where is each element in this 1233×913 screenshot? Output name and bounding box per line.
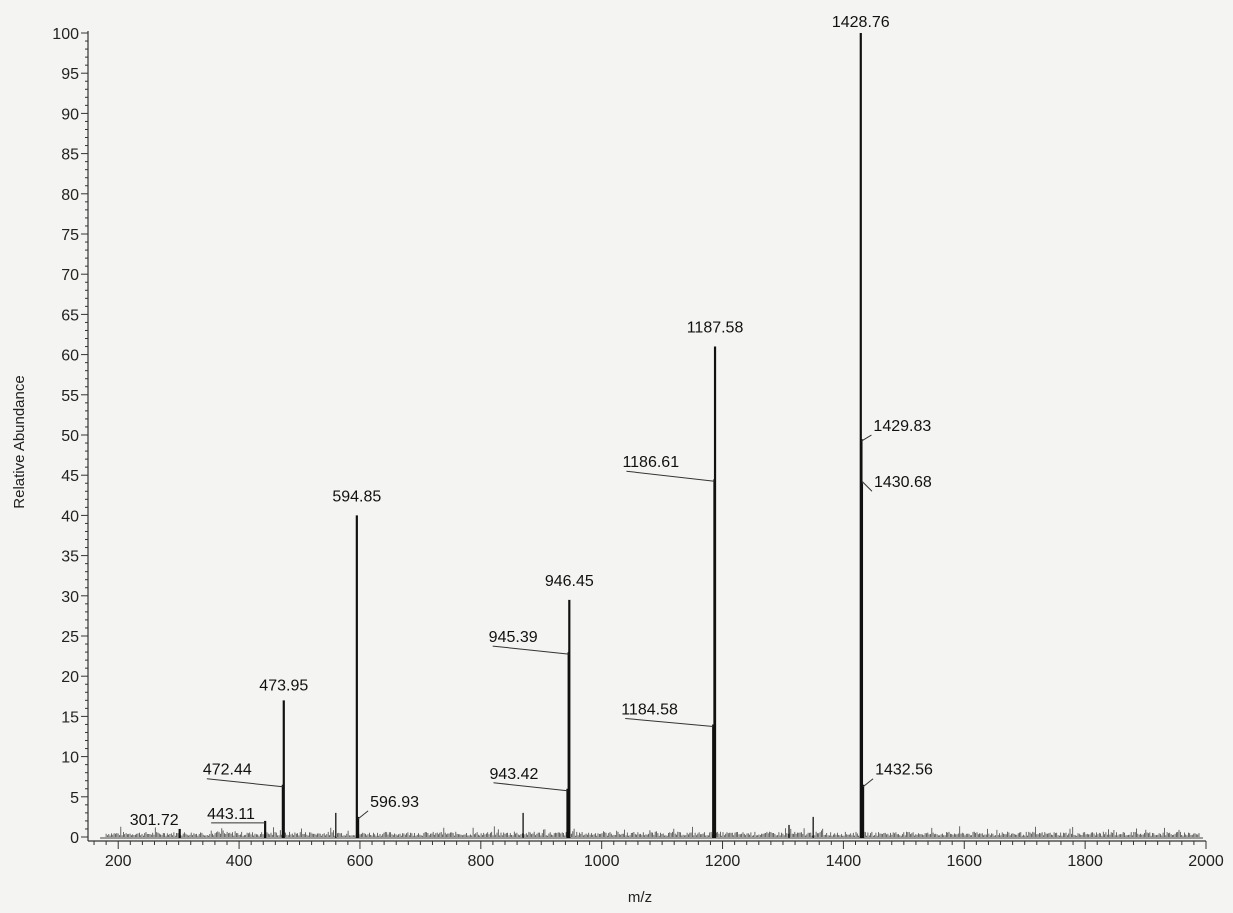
minor-peaks-group — [335, 812, 814, 838]
peak-label: 443.11 — [207, 806, 255, 823]
peak-label: 1184.58 — [621, 701, 678, 718]
peak-label-leader — [861, 480, 873, 492]
peak-label: 301.72 — [130, 812, 179, 829]
y-tick-label: 20 — [61, 669, 79, 686]
y-tick-label: 85 — [61, 147, 79, 164]
x-tick-label: 2000 — [1188, 853, 1224, 870]
y-tick-label: 30 — [61, 589, 79, 606]
peak-label: 943.42 — [489, 766, 538, 783]
peak-label-leader — [492, 645, 569, 655]
peak-label: 472.44 — [203, 762, 252, 779]
peak-label: 1186.61 — [622, 454, 679, 471]
peak-labels-group: 301.72 443.11 472.44 473.95 594.85 596.93 943.… — [130, 14, 933, 829]
y-tick-label: 75 — [61, 227, 79, 244]
y-axis-label: Relative Abundance — [11, 375, 28, 508]
peak-label: 473.95 — [259, 677, 308, 694]
y-tick-label: 80 — [61, 187, 79, 204]
y-tick-label: 90 — [61, 106, 79, 123]
y-tick-label: 95 — [61, 66, 79, 83]
y-tick-label: 55 — [61, 388, 79, 405]
peak-label-leader — [861, 434, 872, 442]
peak-label: 1429.83 — [873, 418, 931, 435]
x-tick-label: 1400 — [826, 853, 862, 870]
y-tick-label: 60 — [61, 348, 79, 365]
y-tick-label: 70 — [61, 267, 79, 284]
x-tick-label: 1000 — [584, 853, 620, 870]
y-tick-label: 10 — [61, 750, 79, 767]
peak-label: 1187.58 — [687, 320, 744, 337]
peak-label: 1432.56 — [875, 762, 933, 779]
peak-label: 1428.76 — [832, 14, 890, 31]
peak-label: 945.39 — [489, 629, 538, 646]
y-tick-label: 35 — [61, 549, 79, 566]
peak-label: 594.85 — [332, 488, 381, 505]
peak-label: 946.45 — [545, 573, 594, 590]
y-tick-label: 15 — [61, 709, 79, 726]
x-tick-label: 800 — [467, 853, 494, 870]
peak-label-leader — [862, 778, 874, 788]
peaks-group — [178, 33, 865, 838]
y-tick-label: 0 — [70, 830, 79, 847]
y-tick-label: 40 — [61, 508, 79, 525]
x-tick-label: 400 — [226, 853, 253, 870]
x-tick-label: 1200 — [705, 853, 741, 870]
x-tick-label: 1600 — [946, 853, 982, 870]
x-axis-label: m/z — [628, 889, 652, 906]
peak-label: 1430.68 — [874, 474, 932, 491]
peak-label-leader — [626, 470, 715, 482]
y-tick-label: 45 — [61, 468, 79, 485]
x-tick-label: 600 — [347, 853, 374, 870]
y-tick-label: 100 — [52, 26, 79, 43]
peak-label: 596.93 — [370, 794, 419, 811]
peak-label-leader — [206, 778, 283, 788]
x-tick-label: 200 — [105, 853, 132, 870]
peak-label-leader — [625, 717, 714, 727]
peak-label-leader — [493, 782, 568, 792]
baseline-noise-path — [105, 826, 1200, 837]
y-tick-label: 5 — [70, 790, 79, 807]
y-tick-label: 50 — [61, 428, 79, 445]
y-tick-label: 65 — [61, 307, 79, 324]
y-tick-label: 25 — [61, 629, 79, 646]
axes-group: 0 5 10 15 20 25 30 35 40 45 50 55 60 65 70 75 80 85 90 95 10… — [52, 26, 1224, 870]
peak-label-leader — [357, 810, 369, 820]
x-tick-label: 1800 — [1067, 853, 1103, 870]
